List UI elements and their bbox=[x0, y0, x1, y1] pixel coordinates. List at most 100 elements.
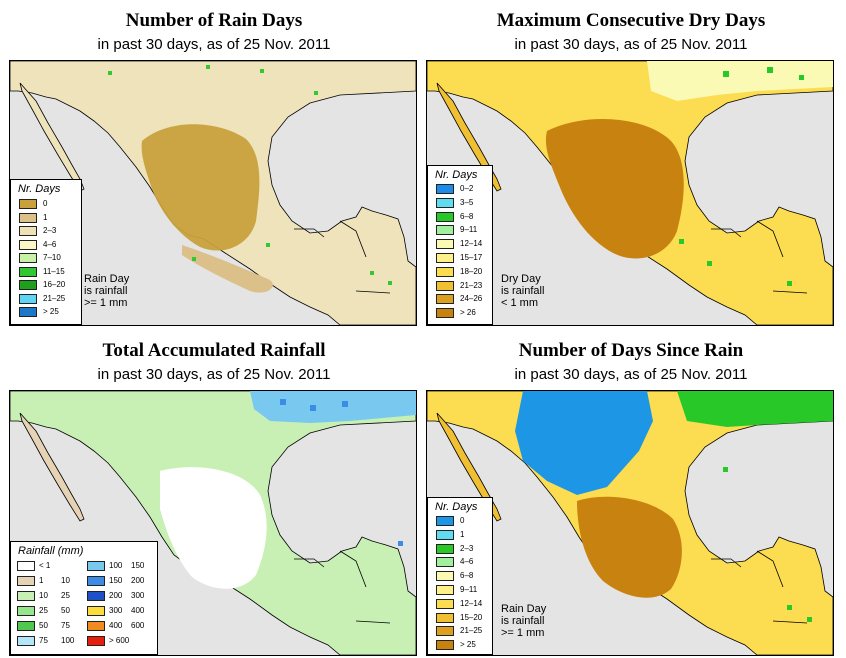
legend-label: 300 bbox=[109, 606, 123, 615]
legend-label: 400 bbox=[131, 606, 145, 615]
legend-title: Rainfall (mm) bbox=[18, 545, 84, 557]
blue-pixels bbox=[280, 399, 403, 546]
rainfall-panel: Total Accumulated Rainfall in past 30 da… bbox=[9, 338, 419, 658]
legend-swatch bbox=[436, 253, 454, 263]
legend-box: Nr. Days 0 1 2–3 4–6 6–8 9–11 12–14 15–20 21–25 >… bbox=[427, 497, 493, 655]
legend-swatch bbox=[436, 294, 454, 305]
legend-label: 600 bbox=[131, 621, 145, 630]
legend-label: 4–6 bbox=[460, 557, 474, 567]
green-pixels bbox=[723, 467, 812, 622]
legend-label: 15–20 bbox=[460, 612, 483, 622]
legend-swatch bbox=[17, 621, 35, 631]
legend-label: 25 bbox=[61, 591, 70, 600]
legend-swatch bbox=[19, 239, 37, 250]
legend-swatch bbox=[436, 239, 454, 250]
legend-box: Rainfall (mm) < 1 1 10 10 25 25 50 50 75 75 100 100… bbox=[10, 541, 158, 655]
rain-days-panel: Number of Rain Days in past 30 days, as … bbox=[9, 8, 419, 328]
legend-swatch bbox=[19, 253, 37, 263]
legend-swatch bbox=[436, 557, 454, 568]
legend-swatch bbox=[87, 591, 105, 601]
legend-box: Nr. Days 0–2 3–5 6–8 9–11 12–14 15–17 18–20 21–… bbox=[427, 165, 493, 325]
legend-swatch bbox=[436, 197, 454, 208]
northeast-region bbox=[647, 61, 833, 101]
legend-label: 12–14 bbox=[460, 598, 483, 608]
legend-title: Nr. Days bbox=[18, 183, 61, 195]
legend-label: 300 bbox=[131, 591, 145, 600]
legend-label: 6–8 bbox=[460, 211, 474, 221]
legend-swatch bbox=[87, 636, 105, 646]
legend-swatch bbox=[436, 529, 454, 540]
legend-label: 150 bbox=[131, 561, 145, 570]
legend-label: 0–2 bbox=[460, 184, 474, 193]
legend-swatch bbox=[19, 266, 37, 277]
legend-swatch bbox=[17, 561, 35, 571]
dry-core bbox=[545, 118, 684, 259]
legend-note: Rain Day is rainfall >= 1 mm bbox=[84, 273, 130, 309]
legend-label: 50 bbox=[61, 606, 70, 615]
legend-swatch bbox=[87, 621, 105, 631]
recent-rain-region bbox=[515, 391, 653, 495]
green-pixels bbox=[679, 67, 804, 286]
legend-note: Rain Day is rainfall >= 1 mm bbox=[501, 603, 547, 639]
legend-label: 75 bbox=[61, 621, 70, 630]
legend-label: > 600 bbox=[109, 636, 130, 645]
green-pixels bbox=[108, 65, 392, 285]
map-graphic bbox=[427, 391, 833, 655]
panel-subtitle: in past 30 days, as of 25 Nov. 2011 bbox=[514, 36, 748, 53]
legend-label: 1 bbox=[460, 529, 465, 539]
legend-swatch bbox=[436, 640, 454, 651]
baja-peninsula bbox=[19, 412, 85, 522]
since-rain-panel: Number of Days Since Rain in past 30 day… bbox=[426, 338, 836, 658]
dry-days-panel: Maximum Consecutive Dry Days in past 30 … bbox=[426, 8, 836, 328]
legend-label: 9–11 bbox=[460, 585, 478, 594]
map-graphic bbox=[10, 391, 416, 655]
legend-label: 150 bbox=[109, 576, 123, 585]
dry-core bbox=[577, 496, 682, 598]
legend-label: 11–15 bbox=[43, 266, 65, 276]
legend-label: 1 bbox=[43, 212, 48, 222]
legend-label: 21–23 bbox=[460, 280, 483, 290]
legend-swatch bbox=[19, 307, 37, 317]
dry-region bbox=[141, 124, 260, 251]
legend-swatch bbox=[19, 293, 37, 304]
wet-region bbox=[250, 391, 416, 423]
legend-swatch bbox=[436, 626, 454, 637]
legend-label: 24–26 bbox=[460, 294, 483, 304]
legend-label: 9–11 bbox=[460, 225, 478, 235]
legend-swatch bbox=[436, 585, 454, 595]
legend-swatch bbox=[87, 561, 105, 571]
legend-label: 10 bbox=[61, 576, 70, 585]
legend-label: > 25 bbox=[460, 640, 476, 650]
legend-label: 16–20 bbox=[43, 280, 66, 289]
legend-swatch bbox=[17, 606, 35, 616]
legend-label: 15–17 bbox=[460, 253, 483, 262]
legend-swatch bbox=[436, 211, 454, 222]
panel-title: Number of Days Since Rain bbox=[518, 340, 744, 361]
legend-swatch bbox=[19, 212, 37, 223]
legend-swatch bbox=[19, 226, 37, 236]
legend-label: 12–14 bbox=[460, 239, 483, 249]
legend-label: 2–3 bbox=[460, 543, 474, 553]
panel-subtitle: in past 30 days, as of 25 Nov. 2011 bbox=[97, 36, 331, 53]
legend-swatch bbox=[436, 280, 454, 291]
legend-swatch bbox=[17, 591, 35, 601]
dry-days-map: Nr. Days 0–2 3–5 6–8 9–11 12–14 15–17 18–20 21–… bbox=[426, 60, 834, 326]
baja-peninsula bbox=[436, 82, 502, 192]
legend-swatch bbox=[87, 576, 105, 586]
map-graphic bbox=[427, 61, 833, 325]
legend-label: 4–6 bbox=[43, 239, 57, 249]
legend-label: 200 bbox=[109, 591, 123, 600]
legend-label: 2–3 bbox=[43, 226, 57, 235]
legend-title: Nr. Days bbox=[435, 501, 478, 513]
legend-swatch bbox=[87, 606, 105, 616]
baja-peninsula bbox=[436, 412, 502, 522]
legend-box: Nr. Days 0 1 2–3 4–6 7–10 11–15 16–20 21–25 > 25 bbox=[10, 179, 82, 325]
dry-region bbox=[160, 467, 267, 589]
legend-swatch bbox=[436, 612, 454, 623]
legend-label: 1 bbox=[39, 576, 44, 585]
panel-subtitle: in past 30 days, as of 25 Nov. 2011 bbox=[514, 366, 748, 383]
legend-label: 0 bbox=[43, 199, 48, 208]
legend-label: > 26 bbox=[460, 308, 476, 318]
legend-note: Dry Day is rainfall < 1 mm bbox=[501, 273, 545, 309]
panel-title: Number of Rain Days bbox=[125, 10, 303, 31]
